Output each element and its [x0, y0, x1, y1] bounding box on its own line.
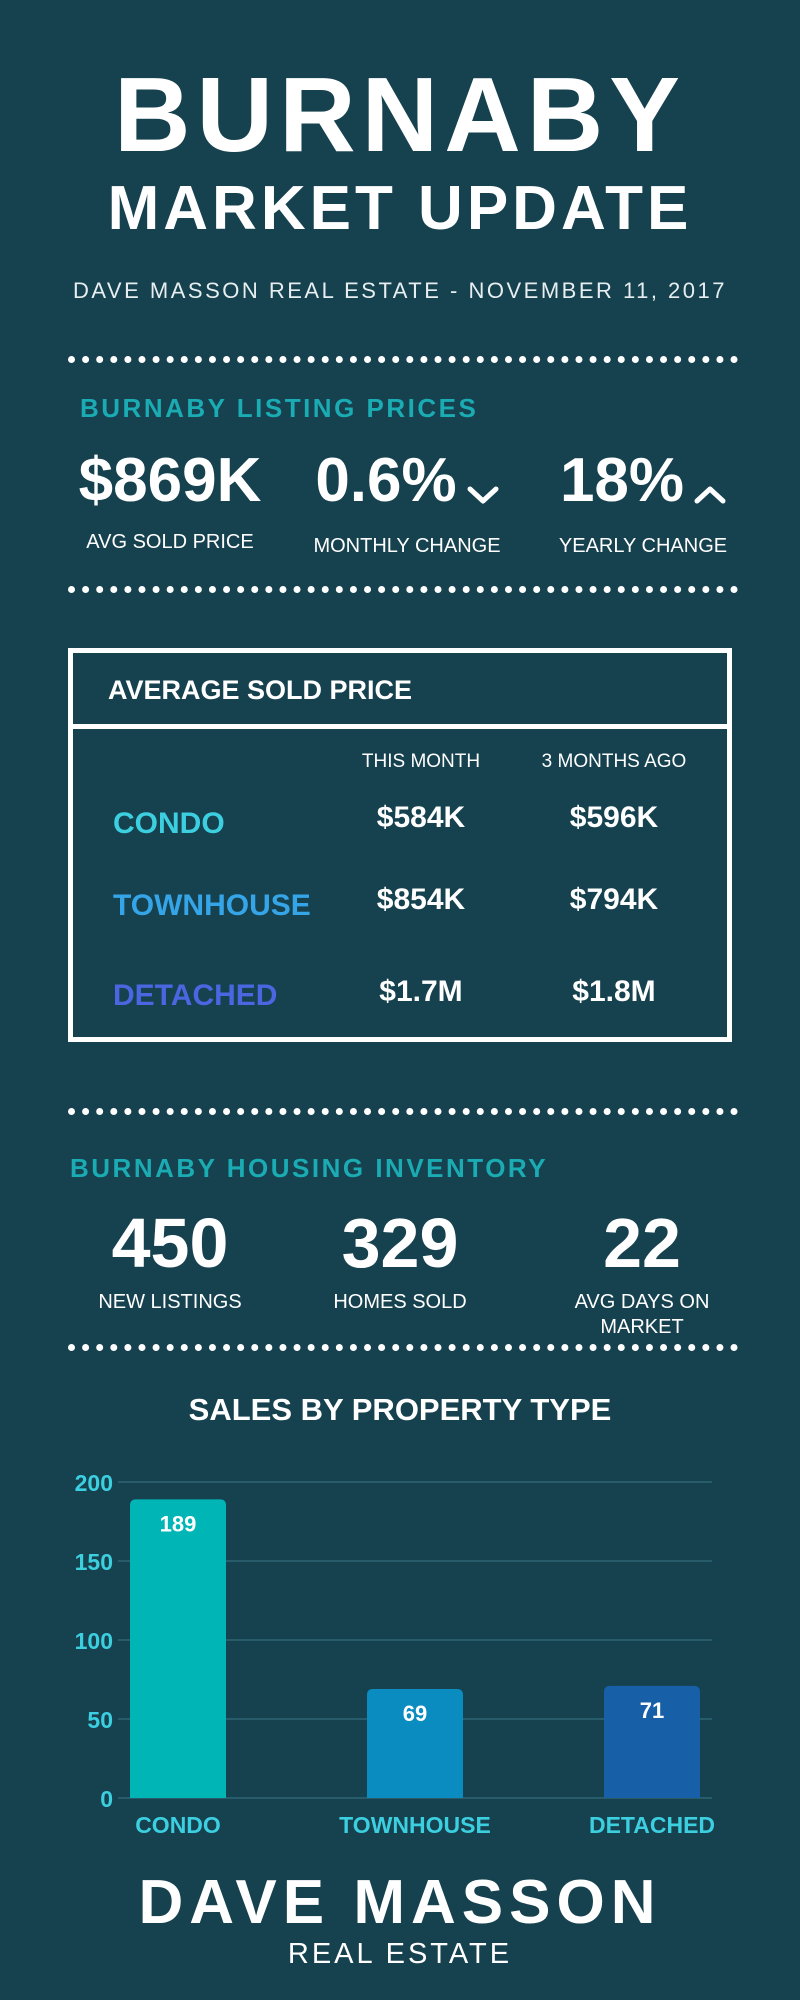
stat-value: 329	[341, 1204, 459, 1282]
dotted-divider	[68, 356, 738, 363]
stat-label-line: MARKET	[600, 1316, 684, 1338]
cell-value: $1.7M	[379, 975, 463, 1008]
stat-avg-sold-price: $869K AVG SOLD PRICE	[60, 450, 280, 555]
stat-value: 22	[603, 1204, 681, 1282]
cell-value: $794K	[569, 883, 659, 916]
stat-value-row: 0.6%	[296, 450, 518, 516]
dotted-divider	[68, 586, 738, 593]
footer-tagline: REAL ESTATE	[287, 1938, 513, 1970]
stat-avg-days-on-market: 22 AVG DAYS ON MARKET	[542, 1208, 742, 1340]
page-subtitle: MARKET UPDATE	[107, 174, 693, 243]
inventory-heading: BURNABY HOUSING INVENTORY	[70, 1153, 549, 1183]
stat-value: 0.6%	[315, 446, 457, 515]
table-title: AVERAGE SOLD PRICE	[108, 675, 413, 705]
bar-data-label: 189	[160, 1511, 197, 1536]
y-tick-label: 200	[75, 1470, 113, 1496]
stat-monthly-change: 0.6% MONTHLY CHANGE	[296, 450, 518, 559]
bar-data-label: 71	[640, 1698, 664, 1723]
y-tick-label: 100	[75, 1628, 113, 1654]
bar-townhouse	[367, 1688, 463, 1798]
stat-label: AVG SOLD PRICE	[86, 531, 254, 553]
stat-new-listings: 450 NEW LISTINGS	[70, 1208, 270, 1315]
y-tick-label: 150	[75, 1549, 113, 1575]
x-tick-label: DETACHED	[589, 1812, 715, 1838]
y-tick-label: 0	[100, 1786, 113, 1812]
cell-value: $584K	[376, 801, 466, 834]
x-tick-label: TOWNHOUSE	[339, 1812, 491, 1838]
dotted-divider	[68, 1108, 738, 1115]
column-header: THIS MONTH	[361, 751, 481, 772]
stat-label: MONTHLY CHANGE	[313, 534, 501, 557]
chevron-down-icon	[467, 454, 499, 516]
column-header: 3 MONTHS AGO	[541, 751, 687, 772]
chart-title: SALES BY PROPERTY TYPE	[188, 1392, 612, 1427]
bar-condo	[130, 1499, 226, 1798]
stat-value: 450	[111, 1204, 229, 1282]
x-tick-label: CONDO	[135, 1812, 221, 1838]
cell-value: $1.8M	[572, 975, 656, 1008]
dotted-divider	[68, 1344, 738, 1351]
chevron-up-icon	[694, 454, 726, 516]
stat-label: HOMES SOLD	[333, 1291, 467, 1313]
page-title: BURNABY	[114, 56, 686, 174]
stat-label: AVG DAYS ON MARKET	[542, 1290, 742, 1340]
stat-label: YEARLY CHANGE	[558, 534, 728, 557]
cell-value: $854K	[376, 883, 466, 916]
stat-value: 18%	[559, 446, 685, 515]
bar-data-label: 69	[403, 1701, 427, 1726]
stat-value-row: 18%	[538, 450, 748, 516]
footer-brand-name: DAVE MASSON	[138, 1868, 662, 1937]
stat-yearly-change: 18% YEARLY CHANGE	[538, 450, 748, 559]
bar-detached	[604, 1685, 700, 1798]
chart-grid: 0 50 100 150 200	[75, 1470, 712, 1812]
chart-bars: 189 CONDO 69 TOWNHOUSE 71 DETACHED	[130, 1499, 715, 1838]
avg-sold-price-table: AVERAGE SOLD PRICE THIS MONTH 3 MONTHS A…	[68, 648, 732, 1042]
table-header-band: AVERAGE SOLD PRICE	[73, 653, 727, 729]
cell-value: $596K	[569, 801, 659, 834]
byline: DAVE MASSON REAL ESTATE - NOVEMBER 11, 2…	[73, 278, 727, 303]
row-label-townhouse: TOWNHOUSE	[113, 889, 311, 922]
stat-label-line: AVG DAYS ON	[574, 1291, 710, 1313]
stat-homes-sold: 329 HOMES SOLD	[300, 1208, 500, 1315]
sales-bar-chart: 0 50 100 150 200 189 CONDO 69 TOWNHOUSE 71 DETACH…	[75, 1470, 715, 1838]
stat-label: NEW LISTINGS	[98, 1291, 242, 1313]
row-label-detached: DETACHED	[113, 979, 278, 1012]
listing-prices-heading: BURNABY LISTING PRICES	[80, 393, 479, 423]
stat-value: $869K	[78, 446, 262, 515]
row-label-condo: CONDO	[113, 807, 225, 840]
y-tick-label: 50	[87, 1707, 113, 1733]
